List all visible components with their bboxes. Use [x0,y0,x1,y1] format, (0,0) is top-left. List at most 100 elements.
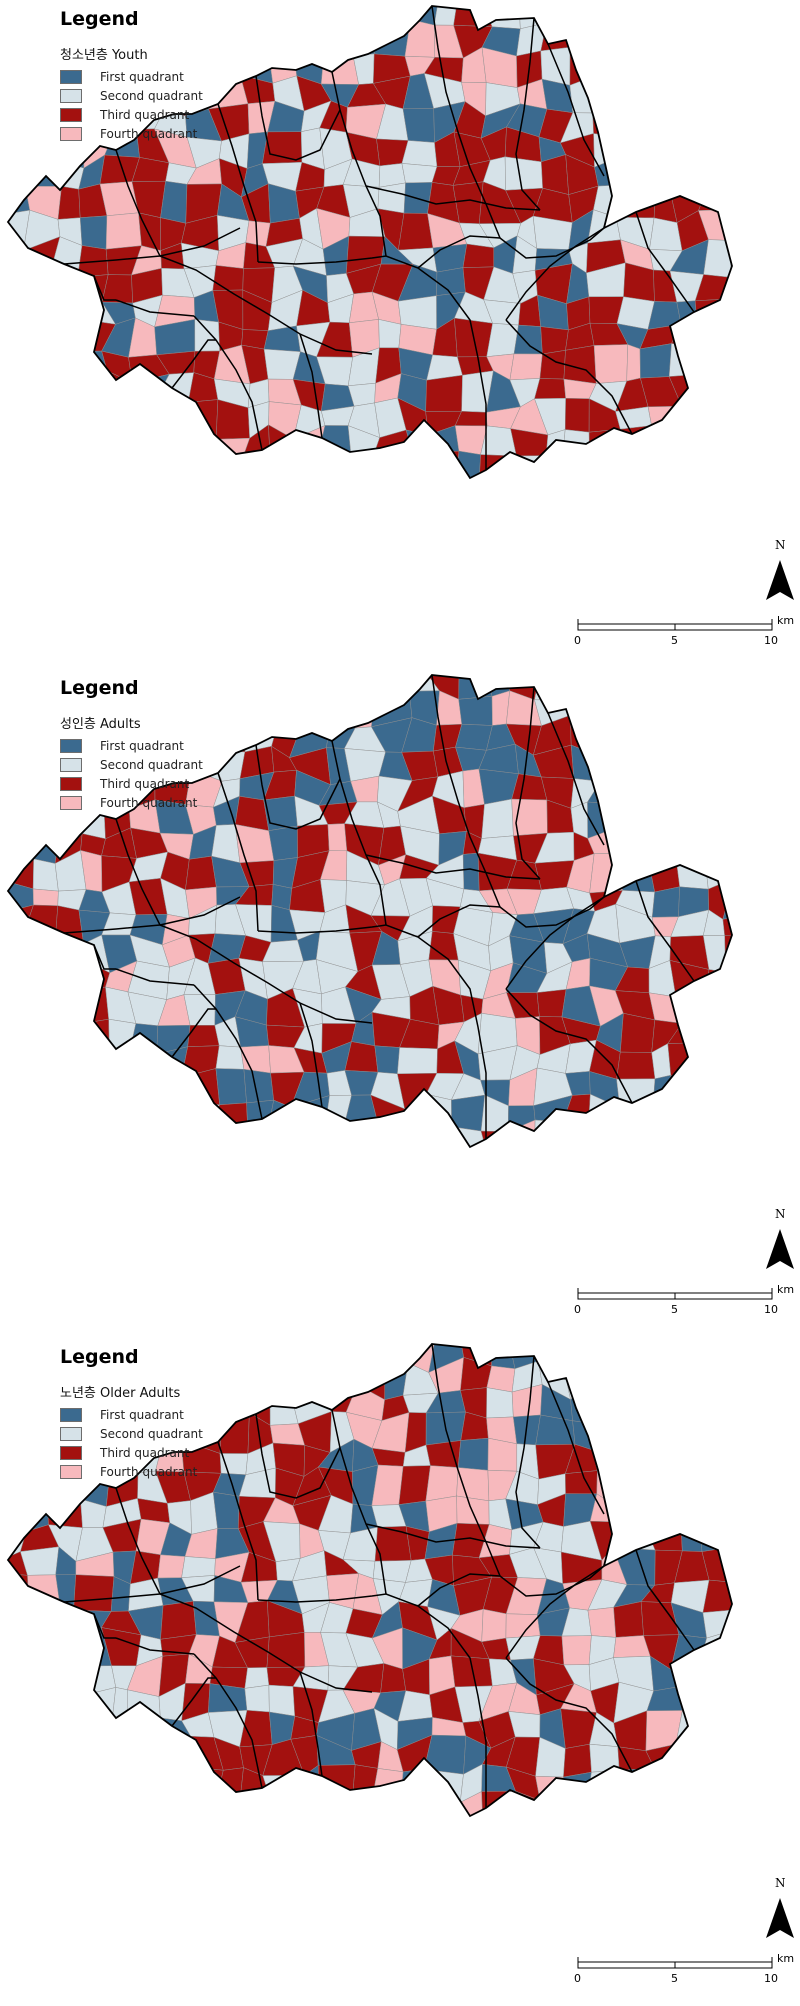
sub-district-second [23,984,62,1017]
sub-district-third [592,74,623,114]
sub-district-first [728,1662,732,1697]
sub-district-first [20,1389,51,1424]
sub-district-first [23,373,55,402]
sub-district-third [23,397,53,441]
sub-district-third [104,1100,143,1134]
sub-district-third [726,452,732,478]
sub-district-second [8,1120,31,1147]
sub-district-fourth [722,1041,732,1081]
sub-district-first [731,1629,732,1665]
district-boundary [515,686,541,880]
sub-district-second [726,291,732,327]
sub-district-third [670,6,709,30]
sub-district-second [668,343,705,377]
sub-district-fourth [561,1635,592,1666]
legend-swatch [60,757,82,772]
sub-district-first [455,723,493,751]
sub-district-third [8,1442,27,1482]
sub-district-first [20,769,62,805]
district-boundary [331,1409,387,1595]
sub-district-fourth [614,1104,655,1135]
sub-district-fourth [726,426,732,459]
sub-district-second [702,1711,732,1745]
legend-item-second: Second quadrant [60,1424,203,1443]
sub-district-fourth [320,52,359,85]
sub-district-second [593,133,627,168]
sub-district-second [181,1556,216,1578]
sub-district-second [729,6,732,31]
scale-bar: 0 5 10 km [565,614,795,660]
sub-district-second [154,1131,186,1147]
sub-district-third [728,688,732,730]
sub-district-third [623,1439,650,1471]
sub-district-third [138,1120,163,1147]
sub-district-third [78,1018,110,1056]
sub-district-first [8,744,29,785]
sub-district-second [8,1465,31,1504]
map-panel-adults: Legend 성인층 Adults First quadrant Second … [0,669,800,1337]
sub-district-third [8,127,34,165]
sub-district-first [52,400,86,437]
sub-district-first [428,1126,465,1147]
sub-district-third [75,1789,105,1816]
legend-swatch [60,1464,82,1479]
scale-bar-graphic [577,1288,773,1300]
sub-district-third [701,6,732,30]
city-outline [6,1343,733,1818]
sub-district-third [316,698,356,729]
sub-district-second [652,1095,670,1136]
sub-district-third [183,1765,224,1805]
sub-district-first [111,1718,130,1747]
sub-district-first [212,1491,240,1529]
sub-district-second [266,1360,301,1390]
sub-district-first [699,1527,732,1552]
sub-district-third [263,453,303,478]
district-boundary [299,1002,323,1108]
sub-district-third [8,48,34,84]
sub-district-third [102,1050,140,1082]
sub-district-second [8,1600,32,1644]
sub-district-first [23,1013,60,1045]
sub-district-third [620,47,654,89]
sub-district-first [696,1468,732,1496]
sub-district-fourth [302,675,323,701]
sub-district-second [23,299,59,327]
sub-district-fourth [703,1079,732,1098]
sub-district-first [729,209,732,247]
sub-district-third [48,1638,86,1667]
legend-label: Second quadrant [100,88,203,103]
sub-district-third [78,1710,115,1747]
sub-district-second [649,127,682,170]
district-boundary [515,17,541,211]
legend: Legend 노년층 Older Adults First quadrant S… [60,1346,203,1481]
sub-district-second [706,1129,726,1147]
scale-tick-label: 5 [671,634,678,647]
sub-district-first [8,320,27,349]
sub-district-fourth [621,1363,646,1397]
sub-district-third [138,1070,170,1109]
sub-district-third [424,1790,461,1816]
sub-district-third [648,6,675,30]
sub-district-fourth [23,6,58,36]
sub-district-first [103,460,131,478]
district-boundary [93,944,116,970]
sub-district-second [210,1364,249,1392]
sub-district-first [22,82,55,111]
sub-district-first [210,1120,249,1147]
sub-district-third [721,774,732,809]
sub-district-fourth [8,988,28,1017]
legend-label: First quadrant [100,738,184,753]
sub-district-third [52,373,89,412]
district-boundaries [63,6,695,470]
sub-district-first [373,19,411,57]
sub-district-second [589,1743,620,1773]
sub-district-third [671,1494,702,1532]
sub-district-third [700,426,728,466]
sub-district-second [23,688,49,725]
sub-district-third [57,186,81,220]
sub-district-third [616,157,656,193]
sub-district-first [694,1041,728,1081]
north-label: N [775,1207,786,1221]
sub-district-second [596,47,625,89]
sub-district-second [677,78,709,114]
